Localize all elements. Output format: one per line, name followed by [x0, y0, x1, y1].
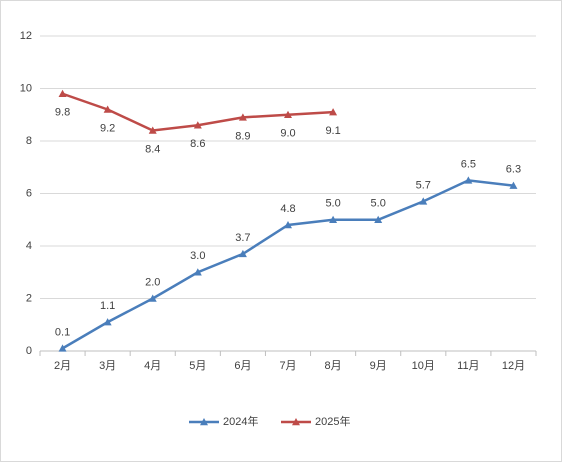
data-label: 9.1	[325, 125, 340, 137]
x-tick-label: 4月	[144, 360, 161, 372]
data-label: 6.5	[461, 158, 476, 170]
y-tick-label: 8	[26, 135, 32, 147]
x-tick-label: 9月	[370, 360, 387, 372]
marker	[284, 221, 292, 229]
marker	[103, 105, 112, 113]
legend-label: 2025年	[315, 414, 350, 428]
x-tick-label: 5月	[189, 360, 206, 372]
data-label: 5.0	[371, 198, 386, 210]
marker	[103, 318, 112, 326]
marker	[464, 176, 473, 184]
x-tick-label: 11月	[457, 360, 479, 372]
marker	[419, 197, 428, 205]
marker	[284, 110, 292, 118]
x-tick-label: 3月	[99, 360, 116, 372]
y-tick-label: 0	[26, 345, 32, 357]
marker	[148, 126, 157, 134]
marker	[58, 89, 67, 97]
marker	[58, 344, 67, 352]
x-tick-label: 6月	[234, 360, 251, 372]
data-label: 9.0	[280, 128, 295, 140]
marker	[148, 294, 157, 302]
x-tick-label: 8月	[325, 360, 342, 372]
x-tick-label: 12月	[502, 360, 525, 372]
legend-label: 2024年	[223, 414, 258, 428]
data-label: 5.7	[416, 179, 431, 191]
data-label: 8.9	[235, 130, 250, 142]
x-tick-label: 2月	[54, 360, 71, 372]
y-tick-label: 10	[20, 82, 32, 94]
data-label: 1.1	[100, 300, 115, 312]
data-label: 4.8	[280, 203, 295, 215]
marker	[329, 215, 338, 223]
y-tick-label: 12	[20, 30, 32, 42]
data-label: 3.0	[190, 250, 205, 262]
marker	[193, 268, 202, 276]
legend-marker	[200, 418, 208, 426]
data-label: 9.2	[100, 122, 115, 134]
x-tick-label: 10月	[412, 360, 435, 372]
marker	[193, 121, 202, 129]
data-label: 6.3	[506, 164, 521, 176]
data-label: 5.0	[325, 198, 340, 210]
marker	[238, 249, 247, 258]
y-tick-label: 2	[26, 292, 32, 304]
data-label: 2.0	[145, 276, 160, 288]
marker	[238, 113, 247, 121]
legend-marker	[292, 418, 300, 426]
data-label: 8.6	[190, 138, 205, 150]
marker	[329, 108, 338, 116]
marker	[374, 215, 383, 223]
data-label: 8.4	[145, 143, 160, 155]
y-tick-label: 6	[26, 187, 32, 199]
y-tick-label: 4	[26, 240, 32, 252]
data-label: 9.8	[55, 107, 70, 119]
x-tick-label: 7月	[279, 360, 296, 372]
data-label: 3.7	[235, 232, 250, 244]
data-label: 0.1	[55, 326, 70, 338]
marker	[509, 181, 518, 189]
